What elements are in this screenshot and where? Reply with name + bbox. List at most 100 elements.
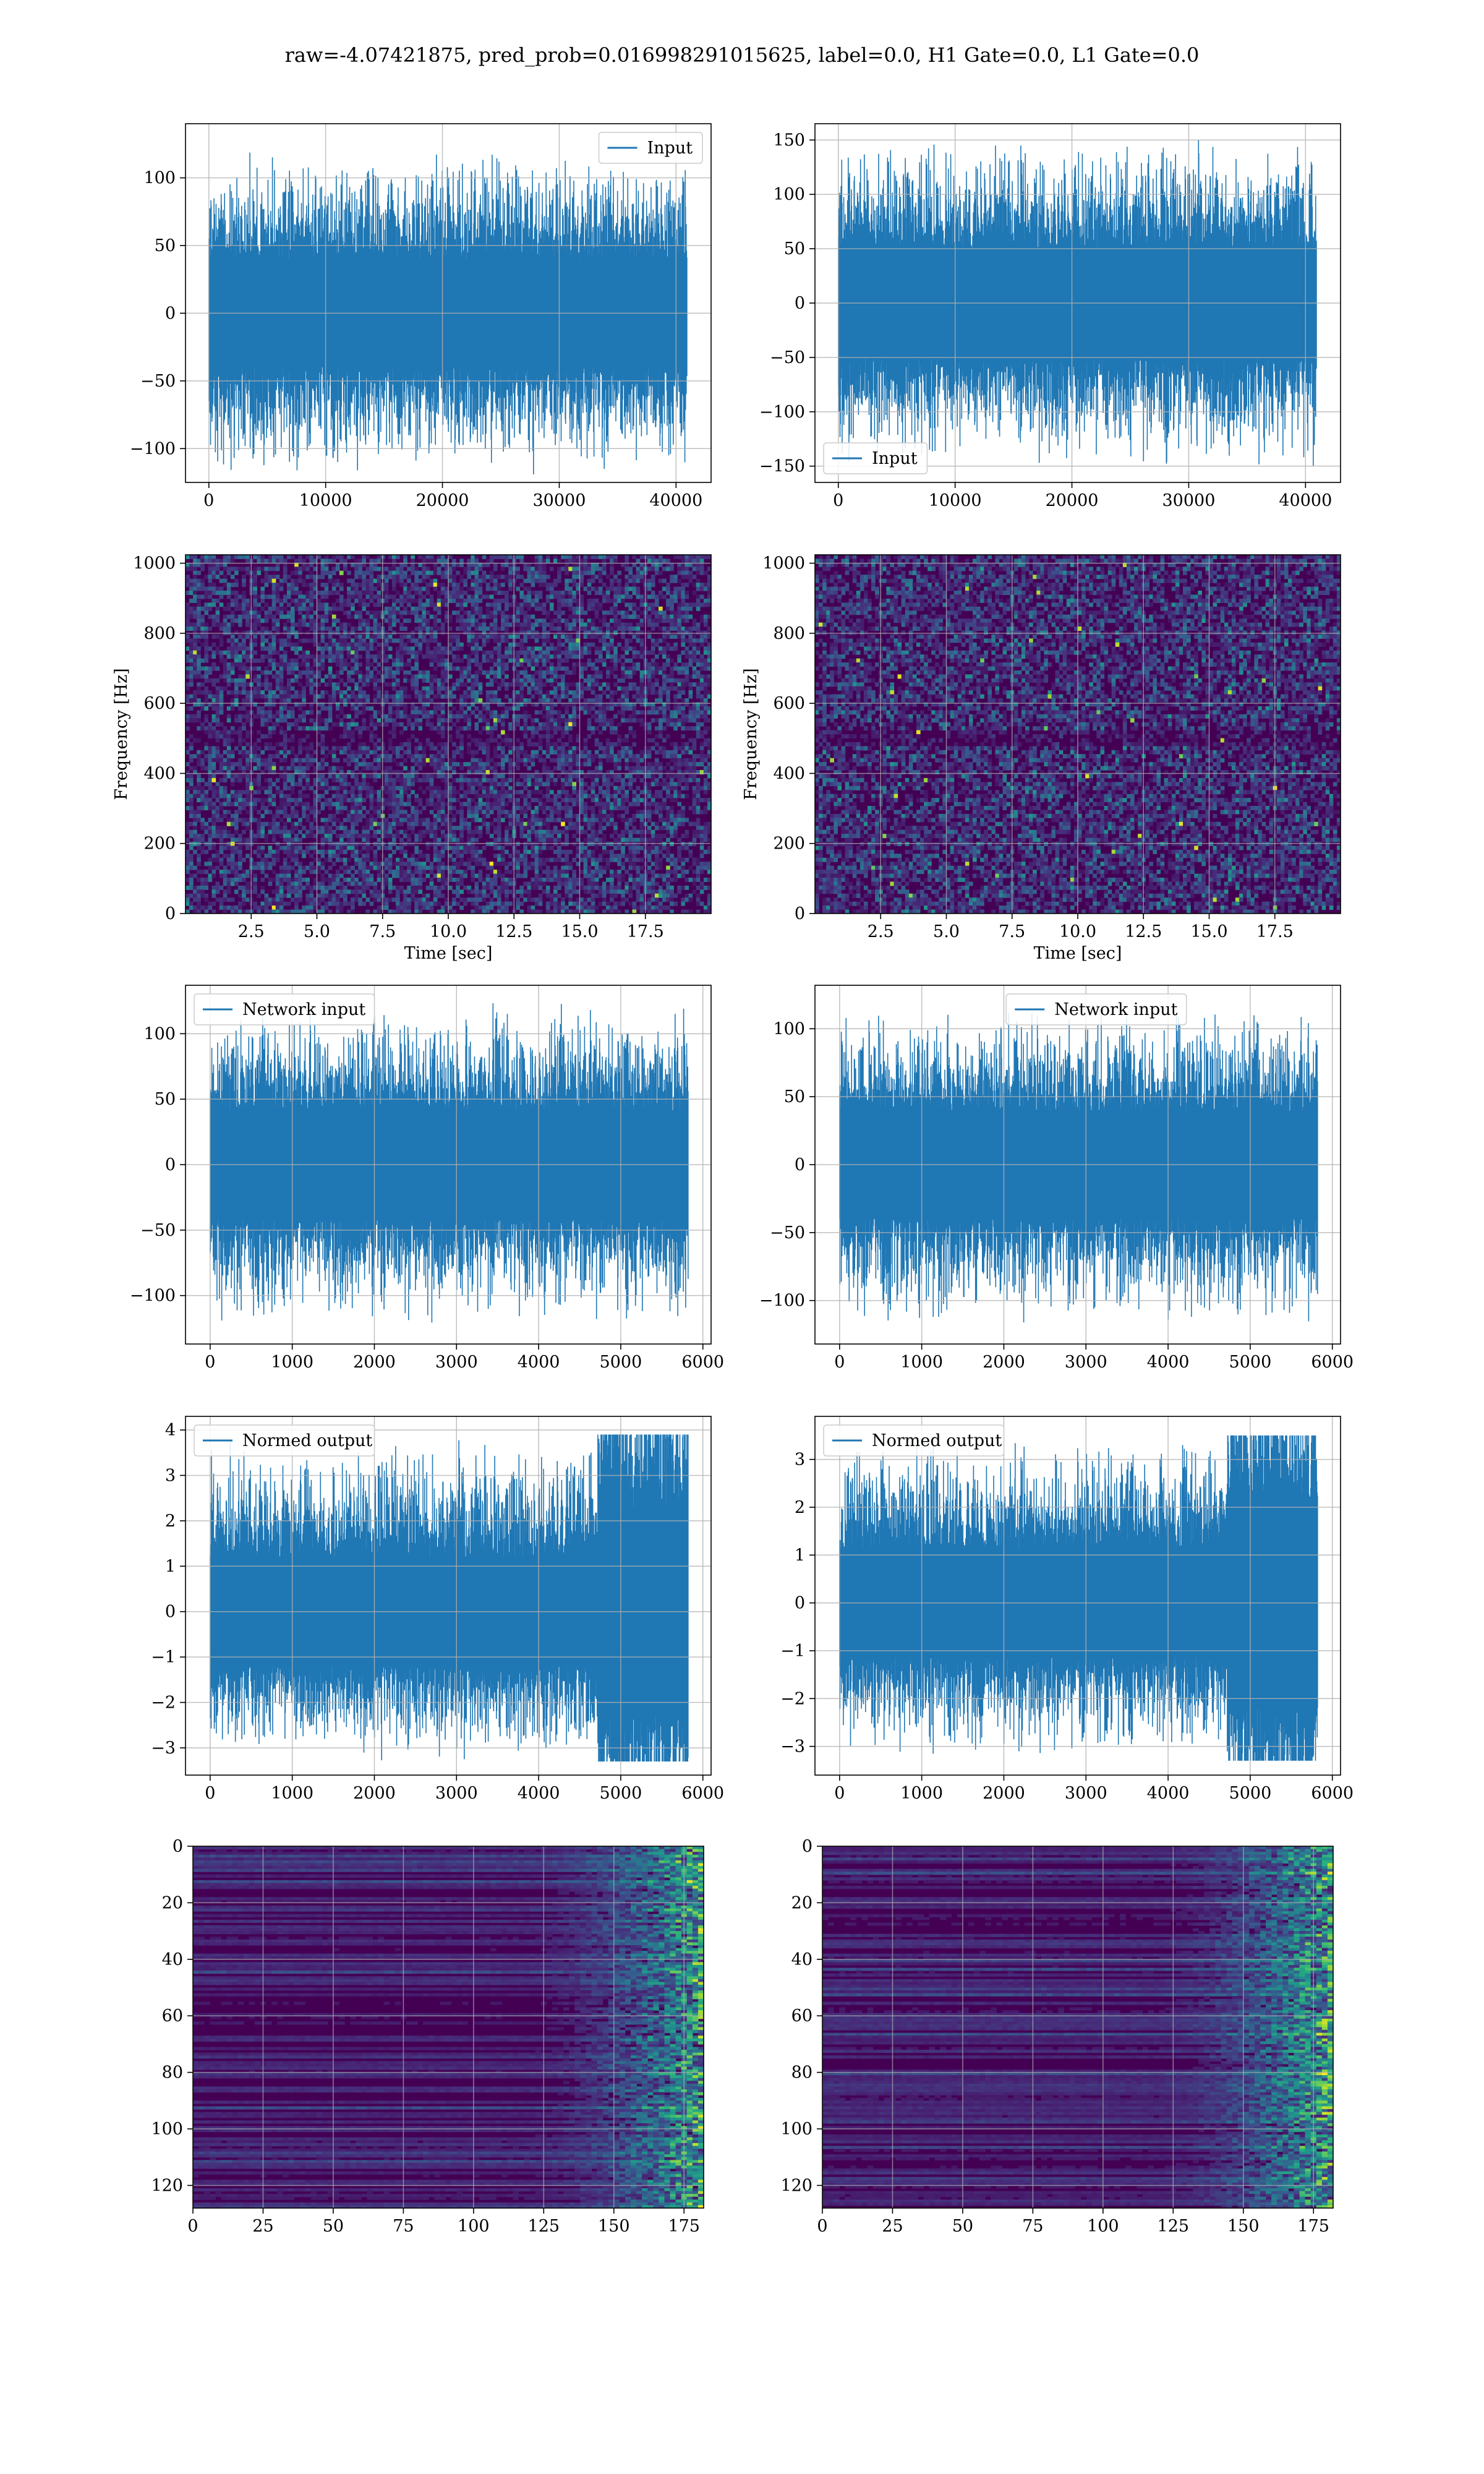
y-tick-label: 60 [791, 2006, 812, 2026]
grid-lines [186, 985, 711, 1344]
x-tick-label: 30000 [1162, 491, 1215, 510]
y-tick-label: −1 [780, 1641, 805, 1661]
x-tick-label: 7.5 [369, 922, 396, 941]
x-tick-label: 2.5 [868, 922, 894, 941]
y-tick-label: 200 [143, 834, 176, 854]
x-tick-label: 100 [458, 2217, 490, 2236]
y-tick-label: 40 [162, 1950, 183, 1969]
x-tick-label: 3000 [1065, 1784, 1107, 1803]
y-tick-label: −50 [140, 1221, 176, 1240]
grid-lines [815, 124, 1341, 482]
x-tick-label: 75 [393, 2217, 414, 2236]
y-tick-label: −50 [140, 372, 176, 391]
x-tick-label: 1000 [900, 1784, 943, 1803]
heatmap-cells [193, 1846, 704, 2208]
x-tick-label: 40000 [1279, 491, 1332, 510]
x-tick-label: 6000 [1311, 1784, 1354, 1803]
x-tick-label: 5000 [600, 1784, 642, 1803]
x-tick-label: 17.5 [627, 922, 664, 941]
x-tick-label: 10.0 [430, 922, 467, 941]
y-tick-label: 2 [165, 1512, 176, 1531]
axes-spec-h1: 2.5 5.0 7.5 10.0 12.5 15.0 17.5 0 200 400 600 800 10… [112, 554, 712, 963]
grid-lines [815, 985, 1341, 1344]
x-tick-label: 20000 [416, 491, 469, 510]
x-tick-label: 2000 [983, 1353, 1025, 1372]
axes-normout-l1: 0 1000 2000 3000 4000 5000 6000 −3 −2 −1 0 1 2 3 Norme… [780, 1416, 1354, 1803]
grid-lines [822, 1846, 1333, 2208]
x-tick-label: 10.0 [1059, 922, 1096, 941]
x-tick-label: 5.0 [933, 922, 960, 941]
y-tick-label: 0 [795, 904, 805, 923]
x-axis-label: Time [sec] [1034, 944, 1122, 963]
plot-area-normout-l1 [815, 1416, 1341, 1775]
y-tick-label: −100 [130, 1286, 176, 1306]
x-tick-label: 75 [1022, 2217, 1043, 2236]
legend-label: Normed output [872, 1431, 1002, 1450]
x-tick-label: 10000 [299, 491, 352, 510]
legend-label: Input [647, 139, 693, 158]
y-tick-label: 0 [795, 1155, 805, 1175]
y-tick-label: 20 [162, 1893, 183, 1912]
x-tick-label: 17.5 [1256, 922, 1294, 941]
y-tick-label: −100 [130, 439, 176, 458]
legend-label: Network input [1054, 1000, 1177, 1019]
y-tick-label: 120 [151, 2176, 183, 2195]
x-tick-label: 175 [668, 2217, 700, 2236]
x-tick-label: 6000 [1311, 1353, 1354, 1372]
x-tick-label: 30000 [532, 491, 586, 510]
x-axis-label: Time [sec] [404, 944, 493, 963]
x-tick-label: 0 [203, 491, 214, 510]
y-tick-label: −3 [780, 1737, 805, 1757]
legend: Network input [194, 993, 375, 1025]
y-tick-label: 200 [773, 834, 805, 854]
axes-features-l1: 0 25 50 75 100 125 150 175 0 20 40 60 80 100 120 [780, 1837, 1334, 2236]
x-tick-label: 0 [833, 491, 843, 510]
x-tick-label: 3000 [1065, 1353, 1107, 1372]
x-tick-label: 0 [205, 1353, 215, 1372]
x-tick-label: 50 [952, 2217, 973, 2236]
y-tick-label: 0 [795, 1594, 805, 1613]
grid-lines [815, 1416, 1341, 1775]
x-tick-label: 125 [528, 2217, 560, 2236]
heatmap-cells [815, 555, 1341, 914]
grid-lines [815, 555, 1341, 914]
x-tick-label: 10000 [929, 491, 982, 510]
x-tick-label: 2000 [983, 1784, 1025, 1803]
axes-input-h1: 0 10000 20000 30000 40000 −100 −50 0 50 100 Input [130, 123, 712, 510]
x-tick-label: 12.5 [495, 922, 532, 941]
axes-frame [185, 123, 712, 483]
y-tick-label: 40 [791, 1950, 812, 1969]
x-tick-label: 100 [1087, 2217, 1119, 2236]
axes-netin-h1: 0 1000 2000 3000 4000 5000 6000 −100 −50 0 50 100 Ne… [130, 985, 724, 1372]
x-tick-label: 7.5 [999, 922, 1025, 941]
legend: Normed output [194, 1424, 375, 1457]
plot-area-netin-h1 [186, 985, 711, 1344]
x-tick-label: 20000 [1046, 491, 1099, 510]
y-tick-label: 0 [795, 294, 805, 313]
x-tick-label: 3000 [435, 1353, 478, 1372]
y-tick-label: 0 [173, 1837, 183, 1856]
y-tick-label: 20 [791, 1893, 812, 1912]
heatmap-cells [186, 555, 711, 914]
y-tick-label: 2 [795, 1498, 805, 1517]
x-tick-label: 15.0 [1190, 922, 1227, 941]
x-tick-label: 25 [252, 2217, 273, 2236]
x-tick-label: 5000 [1229, 1784, 1272, 1803]
x-tick-label: 1000 [900, 1353, 943, 1372]
figure-suptitle: raw=-4.07421875, pred_prob=0.01699829101… [285, 43, 1200, 67]
y-tick-label: 60 [162, 2006, 183, 2026]
y-tick-label: −3 [151, 1739, 176, 1758]
y-tick-label: 50 [784, 239, 805, 259]
plot-area-spec-h1 [186, 555, 711, 914]
y-axis-label: Frequency [Hz] [112, 668, 131, 800]
axes-frame [822, 1846, 1334, 2209]
y-tick-label: 150 [773, 131, 805, 150]
y-tick-label: 0 [165, 1155, 176, 1175]
y-tick-label: 80 [162, 2063, 183, 2082]
x-tick-label: 4000 [518, 1784, 560, 1803]
y-tick-label: 600 [143, 694, 176, 713]
y-tick-label: 400 [773, 764, 805, 783]
x-tick-label: 15.0 [561, 922, 598, 941]
y-tick-label: −100 [759, 1291, 805, 1311]
y-tick-label: 0 [802, 1837, 812, 1856]
